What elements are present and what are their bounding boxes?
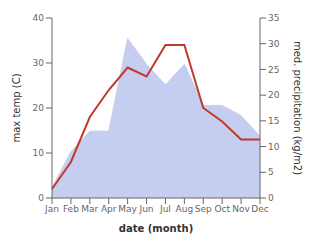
svg-text:5: 5 [268, 167, 274, 177]
svg-text:30: 30 [268, 39, 280, 49]
svg-text:20: 20 [33, 103, 45, 113]
svg-text:30: 30 [33, 58, 45, 68]
svg-text:Jun: Jun [139, 204, 154, 214]
svg-text:Nov: Nov [232, 204, 250, 214]
svg-text:Aug: Aug [176, 204, 194, 214]
svg-text:0: 0 [268, 193, 274, 203]
svg-text:35: 35 [268, 13, 279, 23]
svg-text:10: 10 [268, 142, 280, 152]
svg-text:40: 40 [33, 13, 45, 23]
svg-text:med. precipitation (kg/m2): med. precipitation (kg/m2) [292, 41, 303, 175]
svg-text:10: 10 [33, 148, 45, 158]
svg-text:max temp (C): max temp (C) [11, 73, 22, 142]
svg-text:Oct: Oct [214, 204, 230, 214]
svg-text:Sep: Sep [195, 204, 212, 214]
svg-text:date (month): date (month) [119, 223, 193, 234]
svg-text:15: 15 [268, 116, 279, 126]
svg-text:Jul: Jul [159, 204, 171, 214]
svg-text:Jan: Jan [44, 204, 59, 214]
svg-text:0: 0 [38, 193, 44, 203]
svg-text:25: 25 [268, 65, 279, 75]
svg-text:20: 20 [268, 90, 280, 100]
svg-text:Mar: Mar [81, 204, 98, 214]
svg-text:May: May [118, 204, 137, 214]
svg-text:Feb: Feb [63, 204, 79, 214]
svg-text:Apr: Apr [101, 204, 117, 214]
svg-text:Dec: Dec [251, 204, 268, 214]
